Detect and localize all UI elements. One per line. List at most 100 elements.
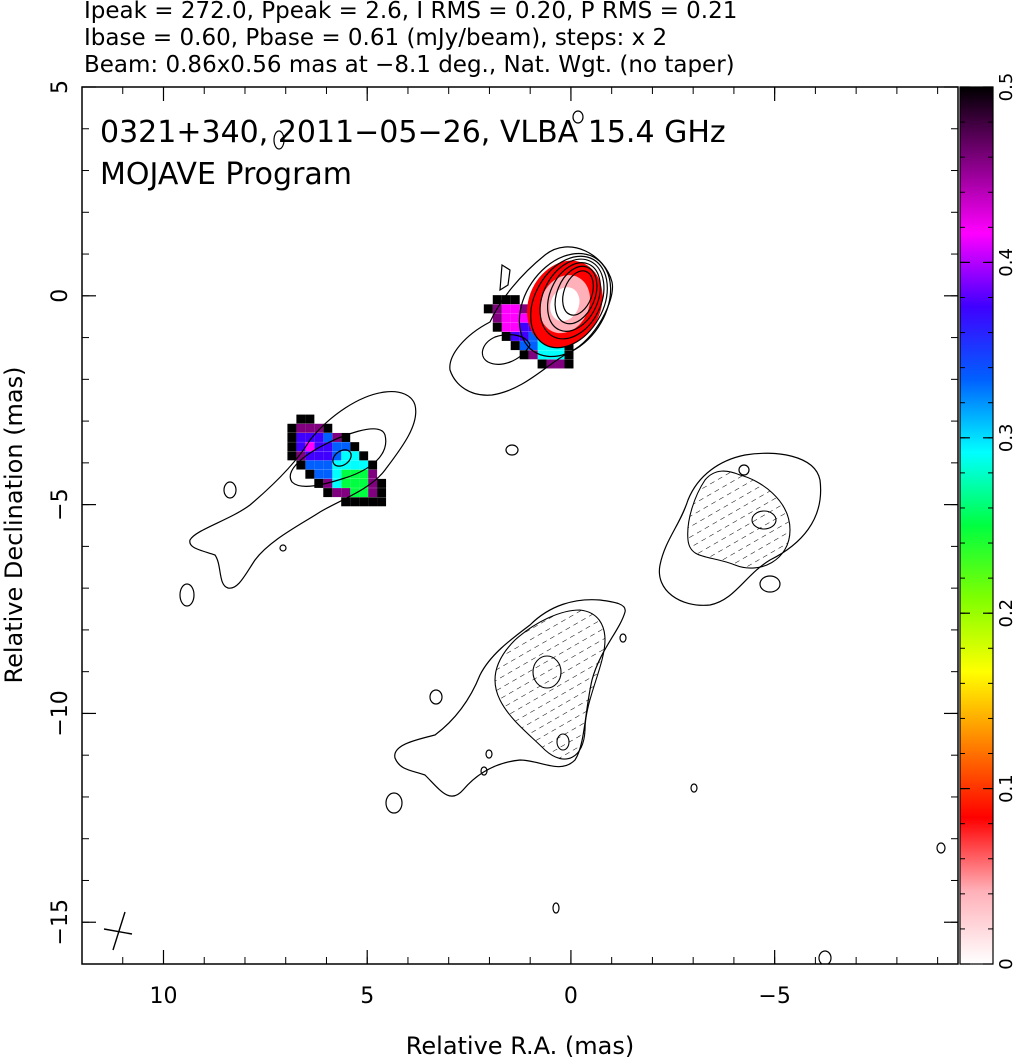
polarization-pixel (483, 304, 493, 314)
polarization-pixel (510, 304, 520, 314)
y-tick-label: 5 (48, 80, 73, 94)
polarization-pixel (305, 451, 315, 461)
header-line-2: Ibase = 0.60, Pbase = 0.61 (mJy/beam), s… (84, 25, 668, 51)
polarization-pixel (305, 442, 315, 452)
polarization-pixel (341, 442, 351, 452)
polarization-pixel (323, 460, 333, 470)
plot-frame (81, 86, 959, 965)
polarization-pixel (350, 488, 360, 498)
polarization-pixel (519, 313, 529, 323)
polarization-pixel (492, 295, 502, 305)
polarization-pixel (341, 451, 351, 461)
polarization-pixel (510, 341, 520, 351)
polarization-pixel (359, 497, 369, 507)
program-annotation: MOJAVE Program (100, 157, 352, 192)
polarization-pixel (305, 414, 315, 424)
polarization-pixel (314, 478, 324, 488)
y-tick-label: −15 (48, 899, 73, 945)
polarization-pixel (359, 488, 369, 498)
polarization-pixel (537, 350, 547, 360)
polarization-pixel (528, 350, 538, 360)
polarization-pixel (296, 442, 306, 452)
jet-contour (429, 689, 443, 705)
intensity-contours (179, 110, 946, 964)
polarization-pixel (287, 432, 297, 442)
polarization-pixel (510, 331, 520, 341)
colorbar-tick-label: 0.3 (996, 423, 1017, 452)
polarization-pixel (341, 497, 351, 507)
polarization-pixel (368, 478, 378, 488)
y-axis-ticks: 5 0 −5 −10 −15 (48, 80, 958, 965)
polarization-pixel (368, 488, 378, 498)
polarization-pixel (359, 469, 369, 479)
colorbar-tick-label: 0.4 (996, 248, 1017, 277)
polarization-pixel (296, 432, 306, 442)
polarization-pixel (359, 460, 369, 470)
polarization-pixel (501, 331, 511, 341)
y-tick-label: −10 (48, 690, 73, 736)
polarization-pixel (341, 432, 351, 442)
colorbar-tick-label: 0.5 (996, 73, 1017, 102)
polarization-pixel (519, 304, 529, 314)
polarization-pixel (564, 350, 574, 360)
beam-marker (103, 911, 133, 951)
polarization-pixel (519, 341, 529, 351)
colorbar-tick-label: 0.2 (996, 599, 1017, 628)
east-knot-negative (687, 470, 791, 569)
polarization-pixel (332, 442, 342, 452)
polarization-pixel (510, 322, 520, 332)
polarization-pixel (368, 469, 378, 479)
polarization-pixel (323, 451, 333, 461)
jet-contour (223, 481, 237, 499)
colorbar-ticks: 0 0.1 0.2 0.3 0.4 0.5 (960, 73, 1017, 970)
polarization-pixel (314, 469, 324, 479)
polarization-pixel (350, 460, 360, 470)
polarization-pixel (359, 451, 369, 461)
polarization-pixel (296, 460, 306, 470)
polarization-pixel (323, 442, 333, 452)
polarization-pixel (341, 469, 351, 479)
core-contour (499, 263, 511, 292)
polarization-pixel (519, 331, 529, 341)
polarization-pixel (287, 423, 297, 433)
polarization-pixel (332, 460, 342, 470)
polarization-pixel (501, 295, 511, 305)
y-tick-label: −5 (48, 488, 73, 520)
header-line-1: Ipeak = 272.0, Ppeak = 2.6, I RMS = 0.20… (84, 0, 738, 24)
polarization-pixel (323, 488, 333, 498)
polarization-pixel (501, 322, 511, 332)
polarization-pixel (323, 432, 333, 442)
polarization-pixel (305, 460, 315, 470)
polarization-pixel (528, 331, 538, 341)
polarization-pixel (314, 432, 324, 442)
jet-contour-outer (189, 390, 417, 589)
polarization-pixel (368, 460, 378, 470)
core-contour (481, 334, 531, 365)
polarization-pixel (305, 469, 315, 479)
source-annotation: 0321+340, 2011−05−26, VLBA 15.4 GHz (100, 115, 726, 150)
jet-contour (279, 544, 287, 552)
jet-contour (759, 575, 781, 593)
polarization-pixel (368, 497, 378, 507)
south-jet-contour (552, 902, 560, 914)
polarization-pixel (287, 442, 297, 452)
polarization-pixel (296, 414, 306, 424)
core-contour (554, 265, 598, 325)
polarization-pixel (377, 478, 387, 488)
polarization-pixel (510, 295, 520, 305)
south-jet-contour (480, 766, 488, 776)
polarization-pixel (528, 341, 538, 351)
x-axis-title: Relative R.A. (mas) (406, 1032, 634, 1060)
polarization-pixel (564, 359, 574, 369)
south-jet-contour (936, 842, 946, 854)
polarization-pixel (501, 304, 511, 314)
polarization-pixel (341, 488, 351, 498)
jet-contour (385, 792, 403, 814)
jet-contour (273, 130, 285, 150)
jet-contour (505, 444, 519, 456)
colorbar-tick-label: 0 (996, 958, 1017, 969)
core-contour (530, 255, 608, 349)
polarization-pixel (537, 341, 547, 351)
negative-contours (494, 470, 791, 760)
polarization-pixel (341, 460, 351, 470)
